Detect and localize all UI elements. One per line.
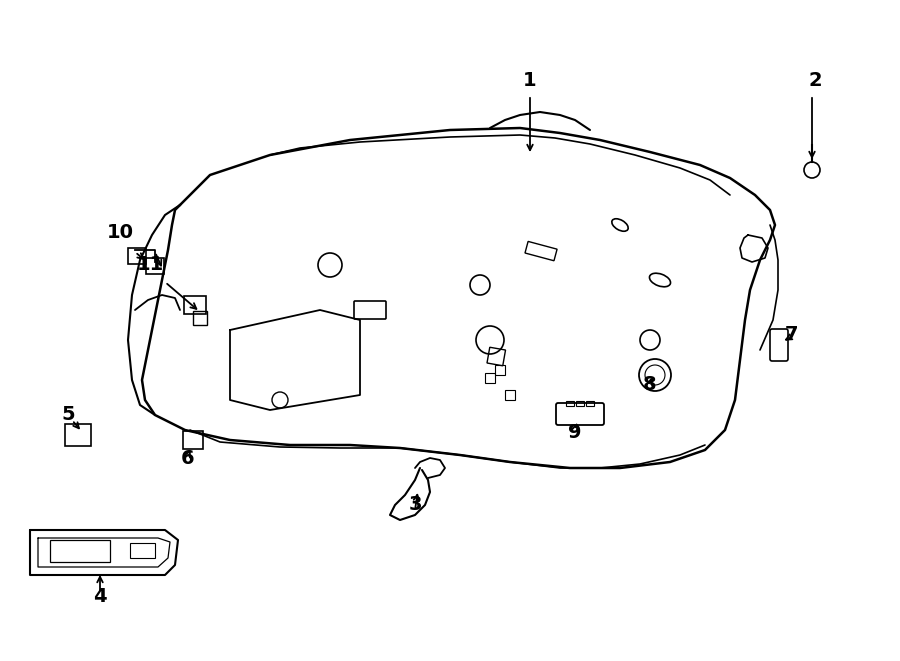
Bar [130, 543, 155, 558]
Bar [505, 390, 515, 400]
Bar [487, 347, 506, 366]
Bar [586, 401, 594, 406]
Text: 5: 5 [61, 405, 75, 424]
Text: 8: 8 [644, 375, 657, 395]
Text: 2: 2 [808, 71, 822, 89]
Text: 3: 3 [409, 496, 422, 514]
Bar [576, 401, 584, 406]
Text: 11: 11 [137, 256, 164, 274]
Bar [193, 311, 207, 325]
Text: 10: 10 [106, 223, 133, 241]
Bar [495, 365, 505, 375]
Text: 9: 9 [568, 422, 581, 442]
Bar [485, 373, 495, 383]
Bar [525, 241, 557, 261]
Text: 4: 4 [94, 588, 107, 607]
Text: 7: 7 [785, 325, 799, 344]
Text: 1: 1 [523, 71, 536, 89]
Bar [50, 540, 110, 562]
Text: 6: 6 [181, 449, 194, 467]
Bar [566, 401, 574, 406]
